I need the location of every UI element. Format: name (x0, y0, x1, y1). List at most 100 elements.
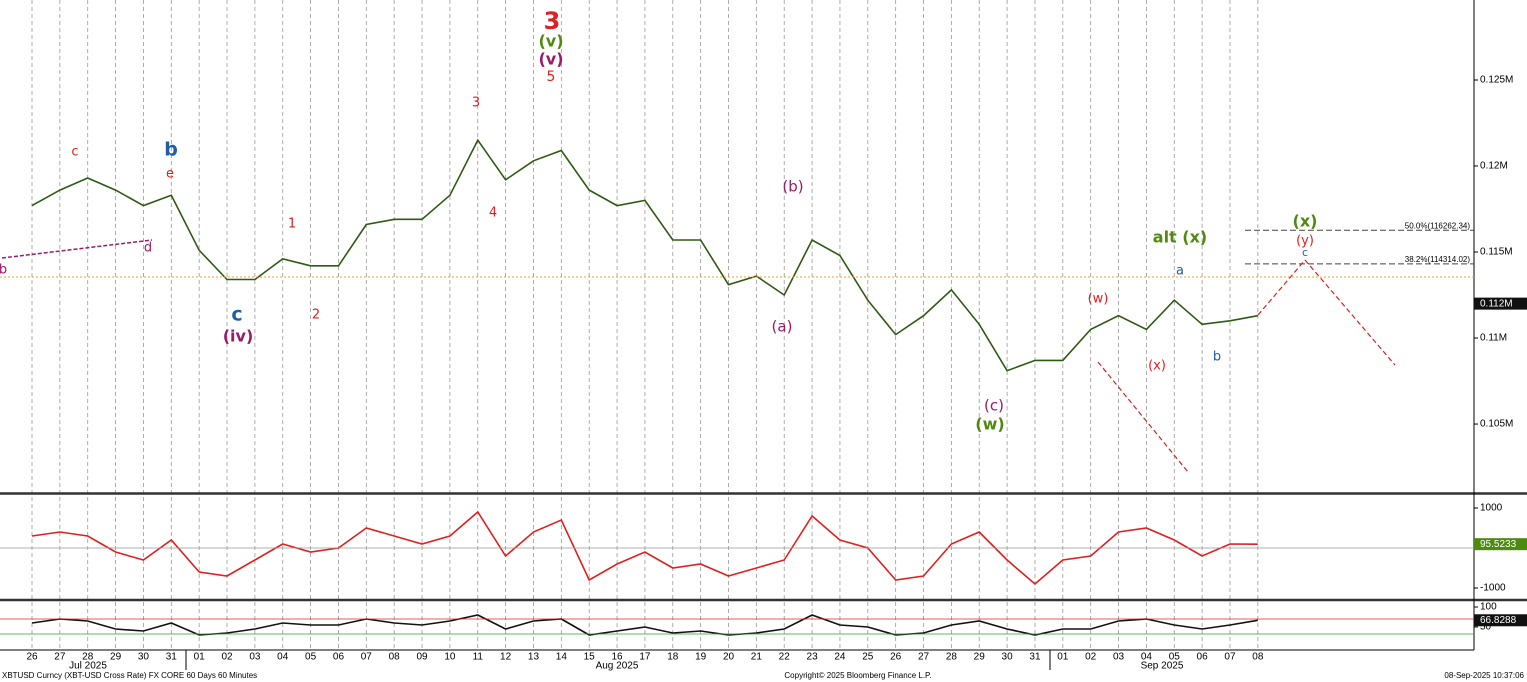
y-tick-label: -1000 (1480, 583, 1506, 594)
footer-right: 08-Sep-2025 10:37:06 (1444, 671, 1524, 680)
x-tick-label: 28 (946, 652, 958, 663)
wave-label: b (1213, 350, 1221, 365)
x-tick-label: 17 (639, 652, 651, 663)
y-tick-label: 50 (1480, 622, 1492, 633)
wave-label: 3 (472, 96, 480, 111)
x-tick-label: 06 (333, 652, 345, 663)
x-tick-label: 25 (862, 652, 874, 663)
wave-label: (x) (1293, 212, 1318, 231)
x-tick-label: 04 (1141, 652, 1153, 663)
wave-label: (y) (1296, 234, 1314, 249)
wave-label: 3 (544, 7, 561, 35)
x-tick-label: 13 (528, 652, 540, 663)
x-tick-label: 01 (194, 652, 206, 663)
x-tick-label: 15 (584, 652, 596, 663)
x-tick-label: 31 (166, 652, 178, 663)
series-line (31, 138, 1258, 372)
x-tick-label: 26 (890, 652, 902, 663)
x-tick-label: 20 (723, 652, 735, 663)
last-value-label: 95.5233 (1480, 539, 1517, 550)
x-tick-label: 29 (110, 652, 122, 663)
wave-label: 2 (312, 308, 320, 323)
x-tick-label: 12 (500, 652, 512, 663)
y-tick-label: 100 (1480, 602, 1497, 613)
y-tick-label: 0.12M (1480, 161, 1508, 172)
month-label: Jul 2025 (69, 661, 107, 672)
x-tick-label: 23 (807, 652, 819, 663)
x-tick-label: 30 (1002, 652, 1014, 663)
wave-label: a (1176, 264, 1184, 279)
fib-label: 50.0%(116262.34) (1405, 221, 1471, 230)
trend-line (1, 239, 153, 259)
wave-label: (a) (772, 318, 793, 336)
x-tick-label: 06 (1197, 652, 1209, 663)
wave-label: (x) (1148, 359, 1166, 374)
y-tick-label: 0.115M (1480, 247, 1513, 258)
x-tick-label: 14 (556, 652, 568, 663)
wave-label: (iv) (223, 327, 254, 346)
last-value-box (1474, 297, 1527, 310)
wave-label: alt (x) (1153, 228, 1207, 247)
wave-label: (w) (975, 415, 1004, 434)
wave-label: c (71, 145, 78, 160)
x-tick-label: 07 (361, 652, 373, 663)
x-tick-label: 05 (305, 652, 317, 663)
x-tick-label: 22 (779, 652, 791, 663)
wave-label: (c) (984, 397, 1004, 415)
x-tick-label: 16 (611, 652, 623, 663)
wave-label: c (1302, 246, 1308, 259)
y-tick-label: 0.11M (1480, 333, 1507, 344)
footer-left: XBTUSD Curncy (XBT-USD Cross Rate) FX CO… (2, 671, 257, 680)
x-tick-label: 19 (695, 652, 707, 663)
y-tick-label: 0.105M (1480, 419, 1513, 430)
x-tick-label: 27 (54, 652, 66, 663)
wave-label: (v) (538, 32, 563, 51)
wave-label: (b) (782, 178, 803, 196)
month-label: Aug 2025 (596, 661, 639, 672)
last-value-box (1474, 614, 1527, 627)
wave-label: b (164, 139, 178, 161)
x-tick-label: 02 (1085, 652, 1097, 663)
last-value-box (1474, 538, 1527, 551)
x-tick-label: 26 (26, 652, 38, 663)
x-tick-label: 08 (389, 652, 401, 663)
x-tick-label: 24 (834, 652, 846, 663)
x-tick-label: 07 (1224, 652, 1236, 663)
x-tick-label: 04 (277, 652, 289, 663)
y-tick-label: 1000 (1480, 503, 1503, 514)
wave-label: d (144, 241, 152, 256)
fib-label: 38.2%(114314.02) (1405, 255, 1471, 264)
x-tick-label: 31 (1029, 652, 1041, 663)
x-tick-label: 29 (974, 652, 986, 663)
wave-label: (v) (538, 50, 563, 69)
wave-label: c (231, 304, 242, 326)
x-tick-label: 28 (82, 652, 94, 663)
x-tick-label: 02 (221, 652, 233, 663)
x-tick-label: 30 (138, 652, 150, 663)
x-tick-label: 21 (751, 652, 763, 663)
x-tick-label: 03 (249, 652, 261, 663)
footer-center: Copyright© 2025 Bloomberg Finance L.P. (784, 671, 931, 680)
forecast-arrow (1257, 259, 1306, 316)
series-line (31, 614, 1258, 636)
x-tick-label: 01 (1057, 652, 1069, 663)
last-value-label: 66.8288 (1480, 615, 1517, 626)
wave-label: e (166, 167, 174, 182)
x-tick-label: 10 (444, 652, 456, 663)
wave-label: (w) (1088, 292, 1109, 307)
last-value-label: 0.112M (1480, 298, 1513, 309)
x-tick-label: 11 (473, 652, 484, 663)
x-tick-label: 27 (918, 652, 930, 663)
x-tick-label: 18 (667, 652, 679, 663)
month-label: Sep 2025 (1141, 661, 1184, 672)
series-line (31, 510, 1258, 586)
y-tick-label: 0.125M (1480, 75, 1513, 86)
wave-label: 5 (547, 69, 556, 85)
wave-label: 1 (288, 217, 296, 232)
wave-label: b (0, 263, 7, 278)
forecast-arrow (1304, 259, 1396, 366)
x-tick-label: 08 (1252, 652, 1264, 663)
wave-label: 4 (489, 206, 497, 221)
